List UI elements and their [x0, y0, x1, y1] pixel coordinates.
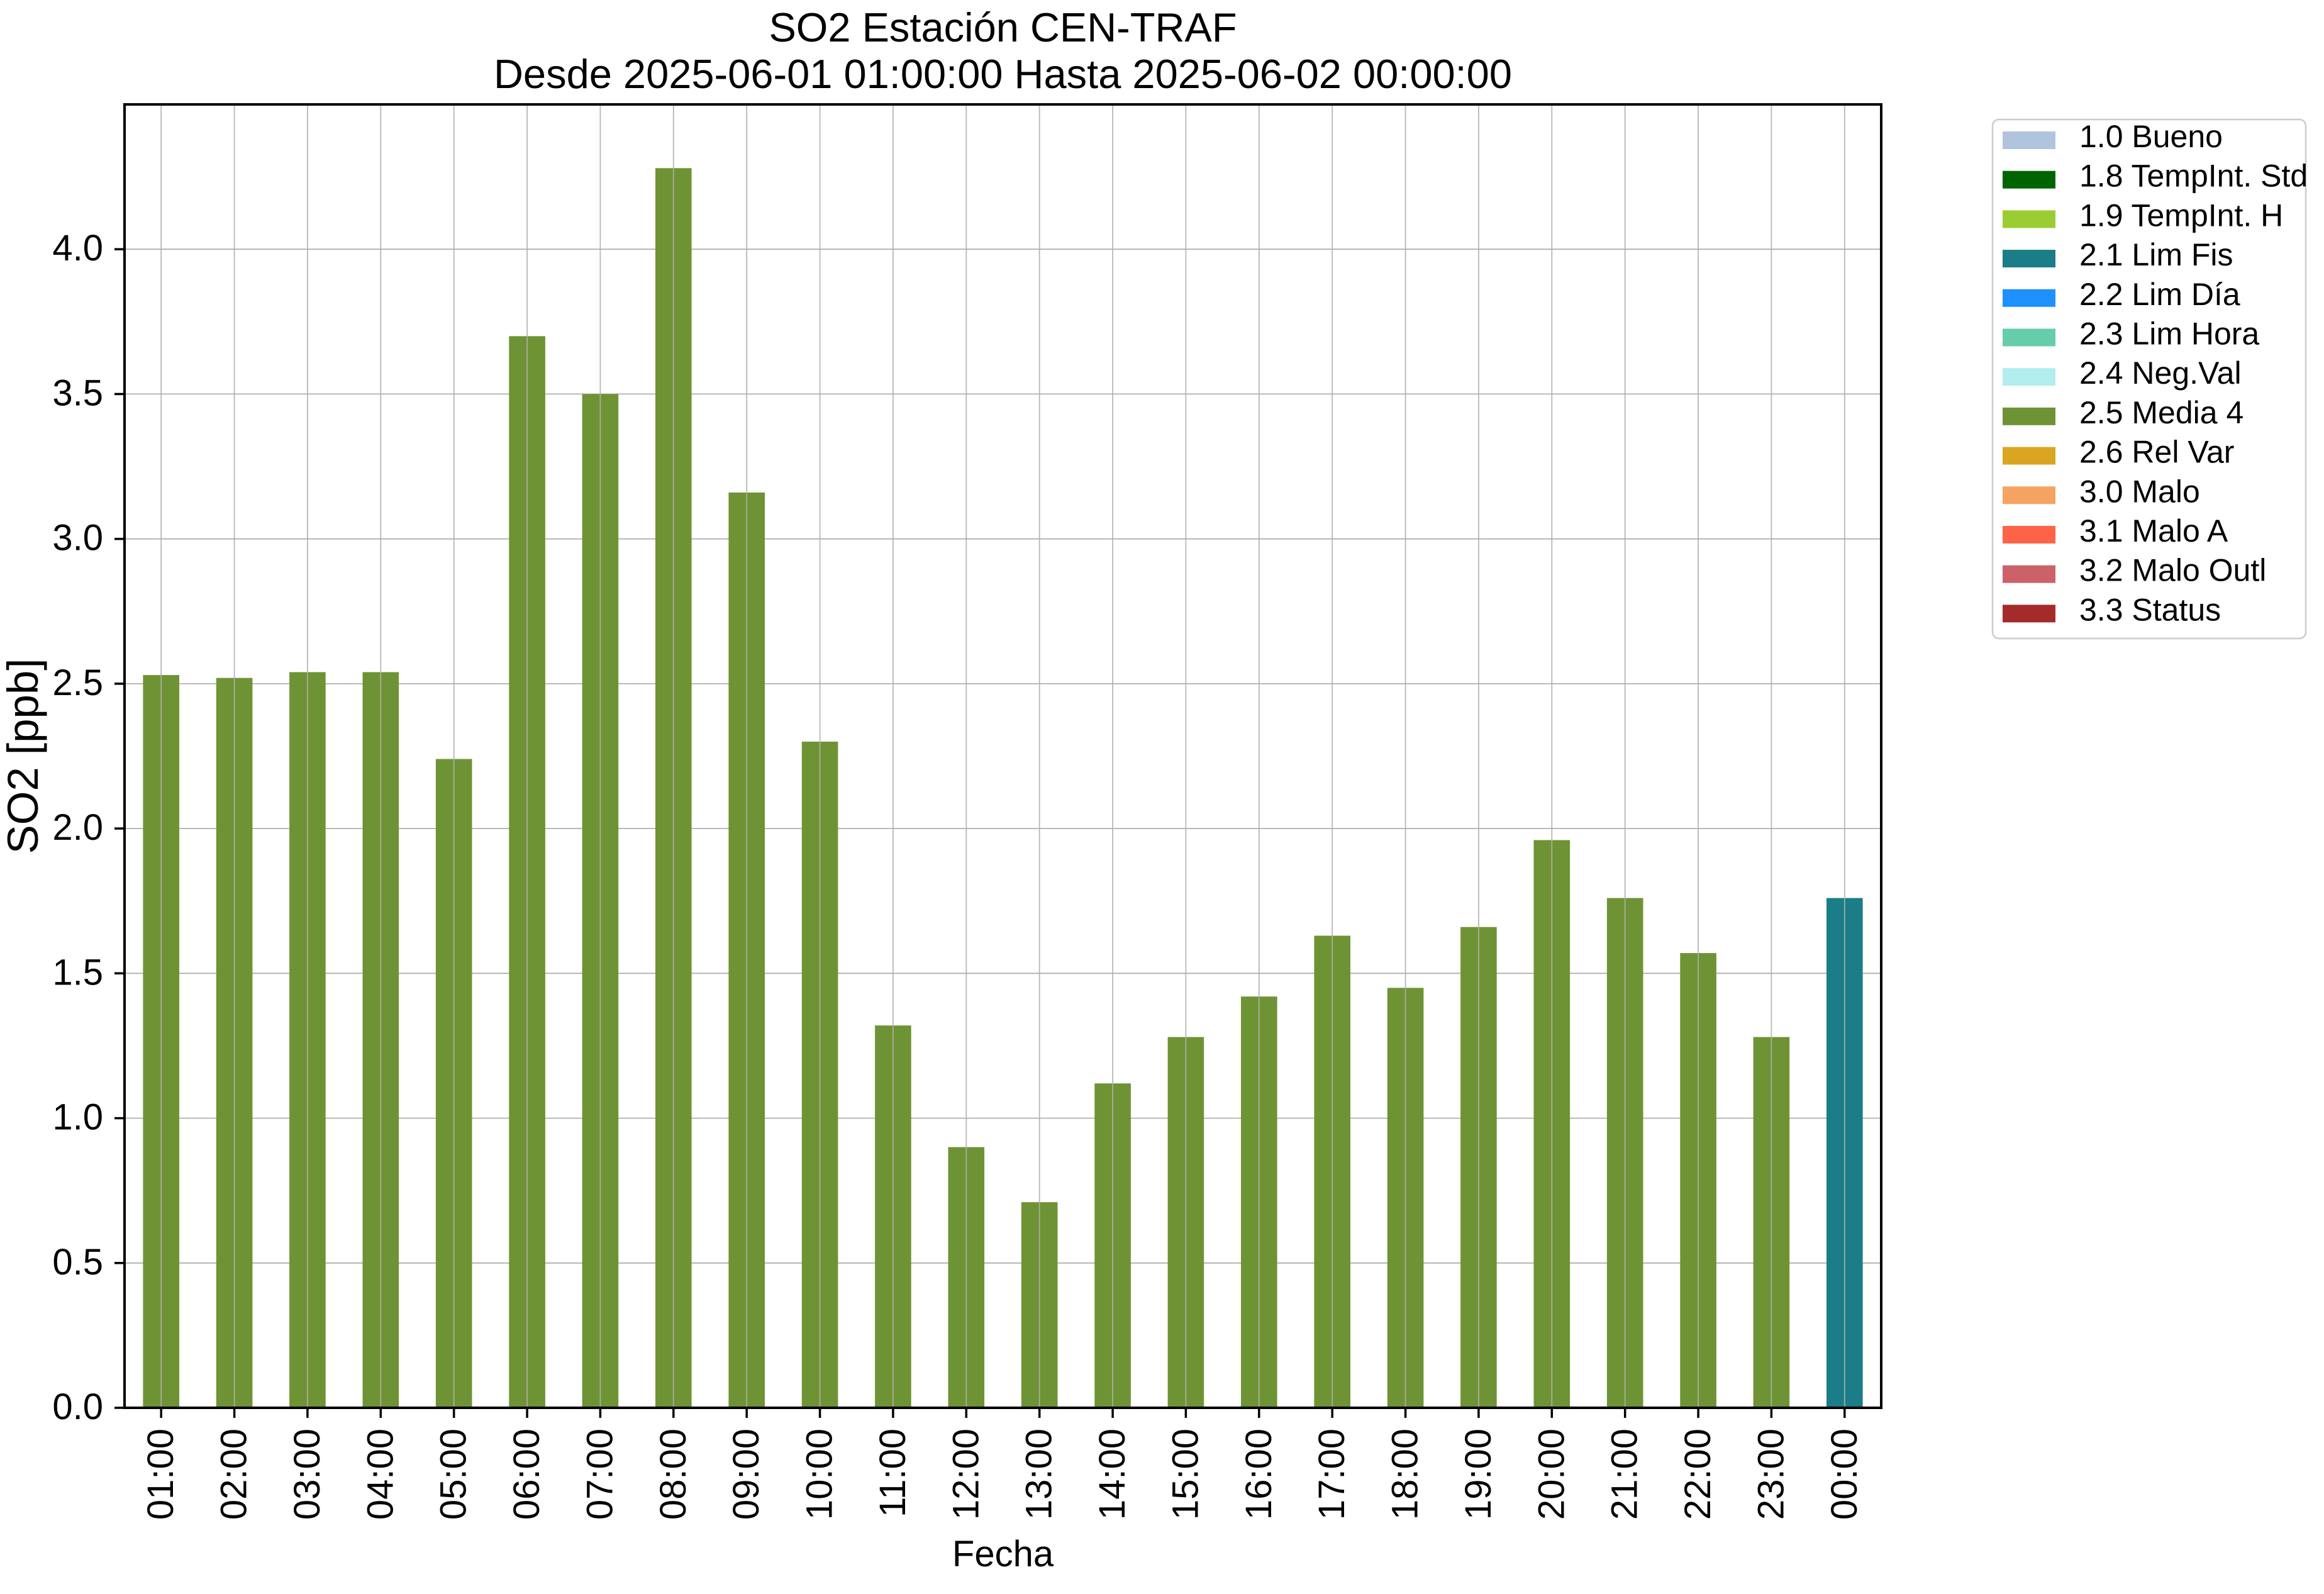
svg-text:18:00: 18:00 — [1385, 1429, 1426, 1520]
svg-text:3.3 Status: 3.3 Status — [2079, 592, 2221, 627]
svg-text:4.0: 4.0 — [52, 228, 103, 269]
svg-text:13:00: 13:00 — [1019, 1429, 1060, 1520]
svg-text:2.2 Lim Día: 2.2 Lim Día — [2079, 277, 2240, 312]
svg-text:20:00: 20:00 — [1531, 1429, 1572, 1520]
svg-text:01:00: 01:00 — [140, 1429, 181, 1520]
svg-text:2.5: 2.5 — [52, 662, 103, 703]
svg-text:2.3 Lim Hora: 2.3 Lim Hora — [2079, 316, 2259, 352]
svg-text:12:00: 12:00 — [945, 1429, 986, 1520]
svg-text:SO2 Estación CEN-TRAF: SO2 Estación CEN-TRAF — [769, 4, 1237, 50]
svg-text:05:00: 05:00 — [433, 1429, 474, 1520]
svg-text:08:00: 08:00 — [653, 1429, 694, 1520]
svg-text:17:00: 17:00 — [1311, 1429, 1352, 1520]
svg-text:1.8 TempInt. Std: 1.8 TempInt. Std — [2079, 159, 2308, 194]
svg-text:3.5: 3.5 — [52, 372, 103, 413]
svg-text:14:00: 14:00 — [1092, 1429, 1133, 1520]
svg-text:09:00: 09:00 — [726, 1429, 767, 1520]
svg-text:06:00: 06:00 — [506, 1429, 547, 1520]
svg-text:3.0: 3.0 — [52, 518, 103, 559]
svg-text:07:00: 07:00 — [579, 1429, 620, 1520]
svg-text:1.9 TempInt. H: 1.9 TempInt. H — [2079, 198, 2283, 233]
svg-text:2.1 Lim Fis: 2.1 Lim Fis — [2079, 237, 2233, 272]
svg-text:3.1 Malo A: 3.1 Malo A — [2079, 513, 2228, 549]
svg-text:00:00: 00:00 — [1824, 1429, 1865, 1520]
svg-text:2.0: 2.0 — [52, 807, 103, 848]
svg-text:2.4 Neg.Val: 2.4 Neg.Val — [2079, 355, 2242, 391]
svg-text:21:00: 21:00 — [1604, 1429, 1645, 1520]
svg-text:3.2 Malo Outl: 3.2 Malo Outl — [2079, 553, 2266, 588]
svg-text:02:00: 02:00 — [214, 1429, 255, 1520]
svg-text:10:00: 10:00 — [799, 1429, 840, 1520]
svg-text:2.5 Media 4: 2.5 Media 4 — [2079, 395, 2243, 430]
svg-text:19:00: 19:00 — [1458, 1429, 1499, 1520]
svg-text:23:00: 23:00 — [1750, 1429, 1791, 1520]
svg-text:2.6 Rel Var: 2.6 Rel Var — [2079, 435, 2234, 470]
svg-text:16:00: 16:00 — [1238, 1429, 1279, 1520]
svg-text:SO2 [ppb]: SO2 [ppb] — [0, 659, 47, 854]
svg-text:Fecha: Fecha — [952, 1534, 1054, 1574]
svg-text:15:00: 15:00 — [1165, 1429, 1206, 1520]
svg-text:0.5: 0.5 — [52, 1242, 103, 1283]
svg-text:1.0: 1.0 — [52, 1097, 103, 1138]
svg-text:1.0 Bueno: 1.0 Bueno — [2079, 119, 2223, 154]
svg-text:Desde 2025-06-01 01:00:00 Hast: Desde 2025-06-01 01:00:00 Hasta 2025-06-… — [494, 51, 1512, 97]
svg-text:11:00: 11:00 — [872, 1429, 913, 1517]
svg-text:0.0: 0.0 — [52, 1386, 103, 1427]
svg-text:04:00: 04:00 — [360, 1429, 401, 1520]
svg-text:03:00: 03:00 — [287, 1429, 328, 1520]
svg-text:3.0 Malo: 3.0 Malo — [2079, 474, 2200, 509]
svg-text:1.5: 1.5 — [52, 952, 103, 993]
svg-text:22:00: 22:00 — [1677, 1429, 1718, 1520]
